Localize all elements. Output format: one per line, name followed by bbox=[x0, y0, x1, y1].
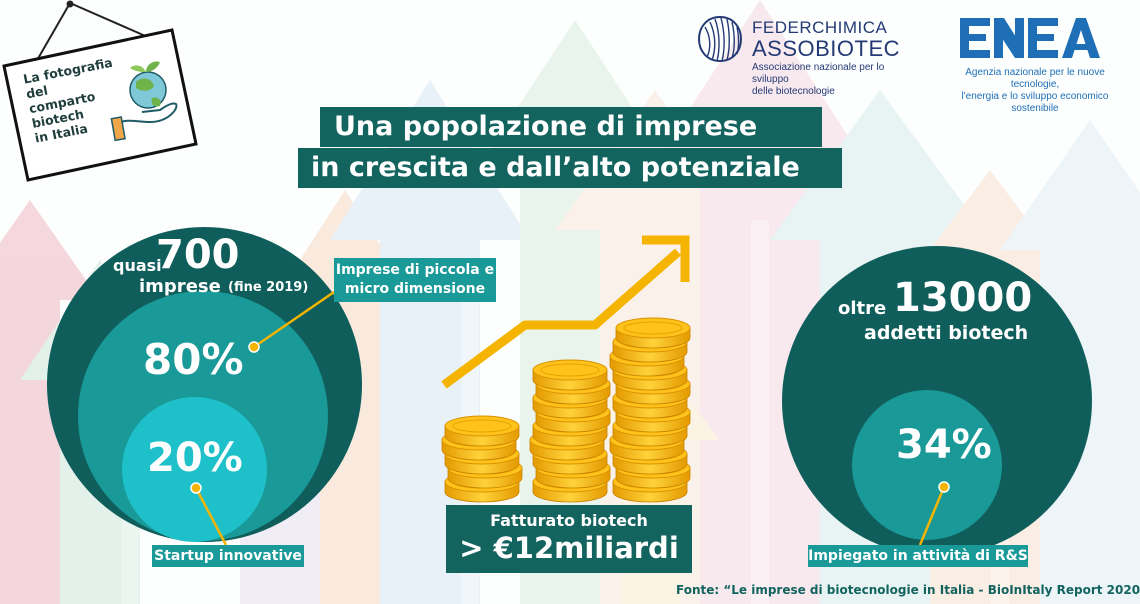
assobiotec-subtitle: Associazione nazionale per lo sviluppo d… bbox=[752, 62, 922, 98]
coin bbox=[532, 359, 608, 391]
federchimica-logo bbox=[697, 15, 743, 63]
small-micro-label-line-2: micro dimensione bbox=[344, 281, 486, 297]
source-citation: Fonte: “Le imprese di biotecnologie in I… bbox=[676, 583, 1140, 597]
revenue-value: > €12miliardi bbox=[459, 531, 679, 565]
startup-percentage: 20% bbox=[147, 435, 243, 481]
employees-prefix: oltre bbox=[838, 298, 887, 319]
rd-label: Impiegato in attività di R&S bbox=[808, 545, 1028, 567]
revenue-label: Fatturato biotech bbox=[490, 511, 648, 530]
enea-subtitle-line-1: Agenzia nazionale per le nuove tecnologi… bbox=[965, 67, 1105, 90]
startup-label: Startup innovative bbox=[152, 545, 304, 567]
companies-unit: imprese bbox=[139, 276, 221, 297]
rd-circle bbox=[852, 390, 1002, 540]
assobiotec-name: ASSOBIOTEC bbox=[752, 36, 901, 61]
assobiotec-subtitle-line-2: delle biotecnologie bbox=[752, 86, 835, 97]
growth-arrow-icon bbox=[441, 235, 690, 389]
companies-prefix: quasi bbox=[113, 256, 162, 275]
hanging-sign-icon bbox=[2, 0, 198, 182]
startup-circle bbox=[122, 397, 267, 542]
employees-unit: addetti biotech bbox=[864, 322, 1029, 344]
callout-dot-rd bbox=[938, 481, 950, 493]
enea-subtitle: Agenzia nazionale per le nuove tecnologi… bbox=[940, 67, 1130, 115]
coin bbox=[615, 317, 691, 349]
coin bbox=[444, 415, 520, 447]
small-micro-percentage: 80% bbox=[143, 335, 244, 384]
title-line-1: Una popolazione di imprese bbox=[320, 107, 822, 147]
callout-dot-startup bbox=[190, 482, 202, 494]
rd-percentage: 34% bbox=[896, 422, 992, 468]
coin-stacks-icon bbox=[441, 235, 691, 503]
enea-subtitle-line-2: l'energia e lo sviluppo economico sosten… bbox=[961, 91, 1109, 114]
small-micro-label: Imprese di piccola e micro dimensione bbox=[334, 258, 496, 302]
small-micro-label-line-1: Imprese di piccola e bbox=[335, 262, 495, 278]
callout-dot-small-micro bbox=[248, 341, 260, 353]
revenue-box: Fatturato biotech > €12miliardi bbox=[446, 505, 692, 573]
enea-logo bbox=[960, 18, 1100, 58]
title-line-2: in crescita e dall’alto potenziale bbox=[298, 148, 842, 188]
companies-count: 700 bbox=[156, 232, 240, 278]
companies-note: (fine 2019) bbox=[228, 280, 309, 295]
employees-count: 13000 bbox=[893, 275, 1033, 321]
federchimica-title: FEDERCHIMICA bbox=[752, 18, 888, 37]
assobiotec-subtitle-line-1: Associazione nazionale per lo sviluppo bbox=[752, 62, 885, 85]
